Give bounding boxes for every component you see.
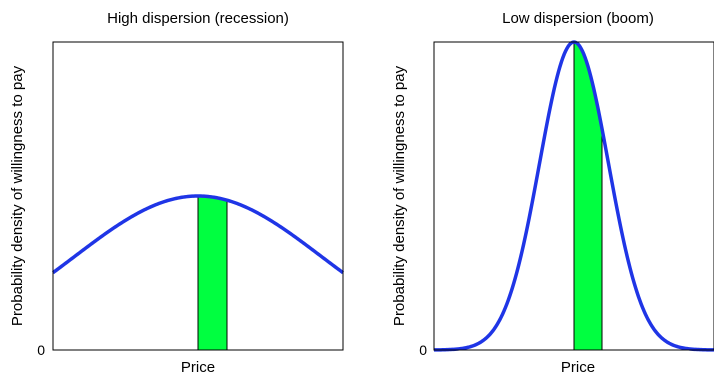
y-tick-label-0: 0 <box>419 342 427 358</box>
plot-area <box>51 41 345 351</box>
x-axis-label: Price <box>181 359 215 376</box>
panel-title: High dispersion (recession) <box>107 10 289 27</box>
plot-area <box>433 40 714 352</box>
y-tick-label-0: 0 <box>37 342 45 358</box>
x-axis-label: Price <box>561 359 595 376</box>
shaded-band <box>573 41 603 351</box>
plot-frame <box>433 41 714 351</box>
y-axis-label: Probability density of willingness to pa… <box>9 65 26 326</box>
panel-title: Low dispersion (boom) <box>502 10 654 27</box>
shaded-band <box>197 195 228 351</box>
y-axis-label: Probability density of willingness to pa… <box>391 65 408 326</box>
density-curve <box>51 194 345 275</box>
plot-frame <box>52 41 344 351</box>
panel-high-dispersion: High dispersion (recession) 0 Price Prob… <box>9 10 345 376</box>
panel-low-dispersion: Low dispersion (boom) 0 Price Probabilit… <box>391 10 714 376</box>
